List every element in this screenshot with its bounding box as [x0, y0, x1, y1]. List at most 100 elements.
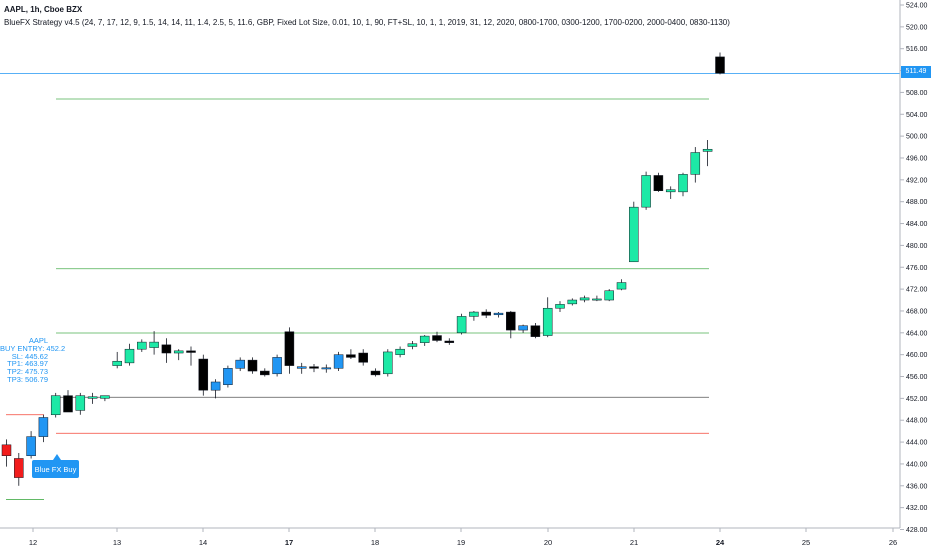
candle-body: [272, 357, 282, 375]
last-price-tag: 511.49: [901, 66, 931, 78]
candle-body: [210, 381, 221, 391]
price-tick-label: 520.00: [906, 24, 928, 31]
candle-body: [149, 341, 159, 348]
price-tick-label: 440.00: [906, 461, 928, 468]
candle-body: [161, 344, 172, 354]
price-tick-label: 460.00: [906, 352, 928, 359]
candle-body: [616, 282, 627, 290]
candle-body: [604, 290, 614, 301]
candle-body: [321, 367, 332, 370]
time-tick-label: 26: [889, 538, 897, 547]
trade-info-tp1: TP1: 463.97: [7, 359, 48, 369]
time-tick-label: 21: [630, 538, 638, 547]
price-tick-label: 504.00: [906, 112, 928, 119]
trade-info-tp3: TP3: 506.79: [7, 374, 48, 384]
candle-body: [346, 354, 356, 358]
time-tick-label: 25: [802, 538, 810, 547]
candle-body: [383, 351, 393, 375]
candle-body: [653, 175, 664, 192]
price-tick-label: 468.00: [906, 308, 928, 315]
candle-body: [702, 148, 713, 152]
candle-body: [555, 304, 565, 309]
candle-body: [186, 350, 196, 353]
candle-body: [87, 396, 98, 399]
candle-body: [173, 350, 184, 354]
price-tick-label: 516.00: [906, 46, 928, 53]
candle-body: [432, 335, 442, 341]
price-tick-label: 456.00: [906, 374, 928, 381]
candle-body: [309, 366, 319, 369]
price-tick-label: 480.00: [906, 243, 928, 250]
candle-body: [419, 335, 430, 343]
price-tick-label: 448.00: [906, 418, 928, 425]
candle-body: [542, 307, 553, 336]
candle-body: [284, 331, 295, 366]
candle-body: [235, 359, 245, 369]
time-tick-label: 18: [371, 538, 379, 547]
candle-body: [579, 297, 590, 301]
trade-info-sl: SL: 445.62: [11, 351, 48, 361]
candle-body: [14, 458, 24, 478]
time-tick-label: 12: [29, 538, 37, 547]
time-tick-label: 24: [716, 538, 725, 547]
candle-body: [247, 359, 258, 372]
trade-info-tp2: TP2: 475.73: [7, 367, 48, 377]
time-tick-label: 17: [285, 538, 293, 547]
signal-box: [32, 460, 79, 478]
price-tick-label: 496.00: [906, 155, 928, 162]
candle-body: [63, 395, 73, 413]
candle-body: [100, 395, 110, 399]
candle-body: [629, 206, 639, 263]
buy-signal: Blue FX Buy: [32, 454, 79, 478]
candle-body: [641, 175, 651, 208]
time-axis: 12 13 14 17 18 19 20 21 24 25 26: [0, 527, 900, 547]
candle-body: [715, 56, 725, 74]
candle-body: [665, 189, 676, 193]
price-tick-label: 432.00: [906, 505, 928, 512]
candle-body: [137, 341, 147, 350]
signal-label: Blue FX Buy: [35, 465, 77, 474]
price-tick-label: 428.00: [906, 527, 928, 534]
candle-body: [75, 395, 86, 411]
price-tick-label: 508.00: [906, 90, 928, 97]
price-tick-label: 492.00: [906, 177, 928, 184]
price-tick-label: 488.00: [906, 199, 928, 206]
price-tick-label: 472.00: [906, 287, 928, 294]
candle-body: [1, 444, 12, 456]
candle-body: [444, 340, 455, 343]
candle-body: [493, 312, 504, 316]
trade-info-symbol: AAPL: [28, 336, 48, 345]
price-tick-label: 524.00: [906, 3, 928, 10]
candle-body: [469, 311, 479, 317]
trade-info-entry: BUY ENTRY: 452.2: [0, 343, 66, 353]
candle-body: [260, 370, 270, 376]
candle-body: [456, 316, 467, 334]
time-tick-label: 20: [544, 538, 552, 547]
candle-body: [518, 325, 528, 331]
strategy-levels: [0, 72, 900, 500]
price-axis: 524.00520.00516.00512.00508.00504.00500.…: [899, 0, 928, 534]
candle-body: [198, 358, 209, 391]
candle-body: [26, 436, 36, 456]
time-tick-label: 19: [457, 538, 465, 547]
candle-body: [38, 417, 49, 437]
candles: [1, 52, 725, 486]
candle-body: [370, 370, 381, 376]
candle-body: [223, 368, 233, 385]
price-tick-label: 436.00: [906, 483, 928, 490]
price-tick-label: 452.00: [906, 396, 928, 403]
candle-body: [124, 348, 135, 364]
price-tick-label: 464.00: [906, 330, 928, 337]
price-tick-label: 484.00: [906, 221, 928, 228]
candle-body: [567, 299, 578, 305]
signal-arrow: [53, 454, 61, 460]
time-tick-label: 13: [113, 538, 121, 547]
candle-body: [407, 343, 418, 347]
price-tick-label: 500.00: [906, 134, 928, 141]
candle-body: [592, 298, 602, 301]
indicator-title: BlueFX Strategy v4.5 (24, 7, 17, 12, 9, …: [4, 18, 730, 27]
candle-body: [481, 311, 491, 316]
price-tick-label: 444.00: [906, 440, 928, 447]
trade-info: AAPL BUY ENTRY: 452.2 SL: 445.62 TP1: 46…: [0, 336, 66, 384]
